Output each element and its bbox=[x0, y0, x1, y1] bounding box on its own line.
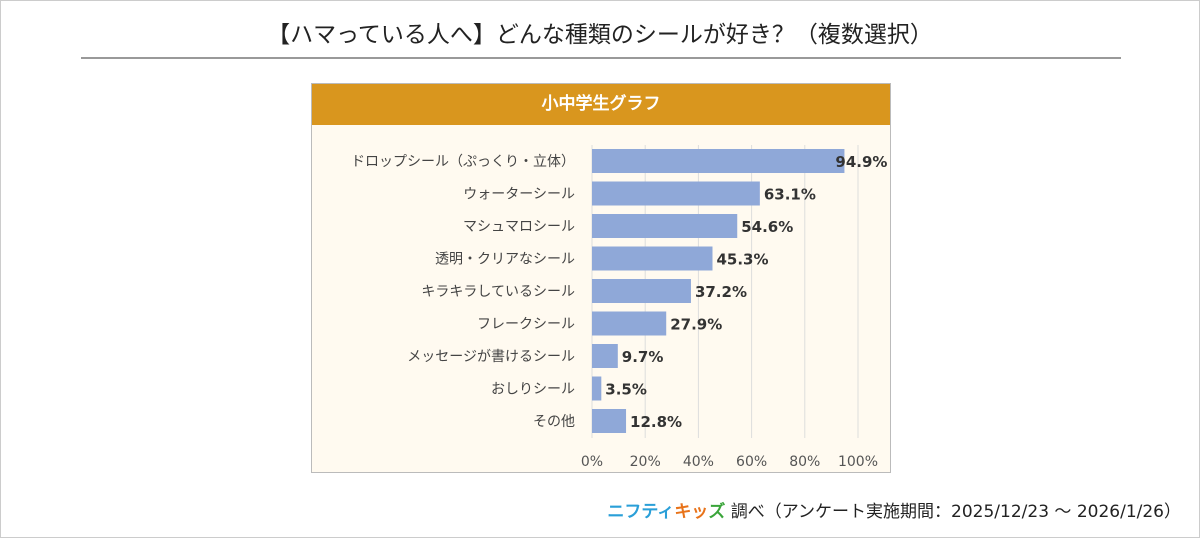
category-label: 透明・クリアなシール bbox=[435, 252, 575, 268]
chart-title: 小中学生グラフ bbox=[312, 84, 890, 125]
data-label: 63.1% bbox=[764, 186, 816, 204]
page-title: 【ハマっている人へ】どんな種類のシールが好き？（複数選択） bbox=[267, 22, 933, 48]
bar bbox=[592, 344, 618, 368]
bar bbox=[592, 214, 738, 238]
data-label: 12.8% bbox=[630, 413, 682, 431]
category-label: マシュマロシール bbox=[463, 219, 575, 235]
bar bbox=[592, 311, 667, 336]
footer: ニフティキッズ 調べ（アンケート実施期間：2025/12/23 〜 2026/1… bbox=[607, 497, 1181, 522]
category-label: ドロップシール（ぷっくり・立体） bbox=[351, 154, 575, 170]
survey-note: 調べ（アンケート実施期間：2025/12/23 〜 2026/1/26） bbox=[730, 502, 1181, 522]
logo-kids-a: キッ bbox=[674, 502, 709, 522]
bar bbox=[592, 409, 627, 433]
data-label: 54.6% bbox=[741, 218, 793, 236]
logo-nifty: ニフティ bbox=[607, 502, 675, 522]
x-tick-label: 20% bbox=[630, 454, 661, 470]
data-label: 94.9% bbox=[835, 153, 887, 171]
x-tick-label: 0% bbox=[581, 454, 603, 470]
category-label: メッセージが書けるシール bbox=[407, 349, 575, 365]
data-label: 3.5% bbox=[605, 381, 647, 399]
x-tick-label: 40% bbox=[683, 454, 714, 470]
category-label: フレークシール bbox=[477, 317, 575, 333]
category-label: おしりシール bbox=[491, 382, 575, 398]
data-label: 27.9% bbox=[670, 316, 722, 334]
logo-kids-b: ズ bbox=[708, 502, 726, 522]
data-label: 45.3% bbox=[716, 251, 768, 269]
bar bbox=[592, 246, 713, 271]
data-label: 9.7% bbox=[622, 348, 664, 366]
bar bbox=[592, 279, 691, 303]
data-label: 37.2% bbox=[695, 283, 747, 301]
bar bbox=[592, 376, 602, 401]
category-label: ウォーターシール bbox=[463, 187, 575, 203]
x-tick-label: 100% bbox=[838, 454, 878, 470]
title-divider bbox=[81, 57, 1121, 59]
bar bbox=[592, 181, 760, 206]
chart-panel: 小中学生グラフ bbox=[311, 83, 891, 473]
category-label: キラキラしているシール bbox=[421, 284, 575, 300]
x-tick-label: 60% bbox=[736, 454, 767, 470]
x-tick-label: 80% bbox=[789, 454, 820, 470]
category-label: その他 bbox=[533, 414, 575, 430]
bar bbox=[592, 149, 845, 173]
